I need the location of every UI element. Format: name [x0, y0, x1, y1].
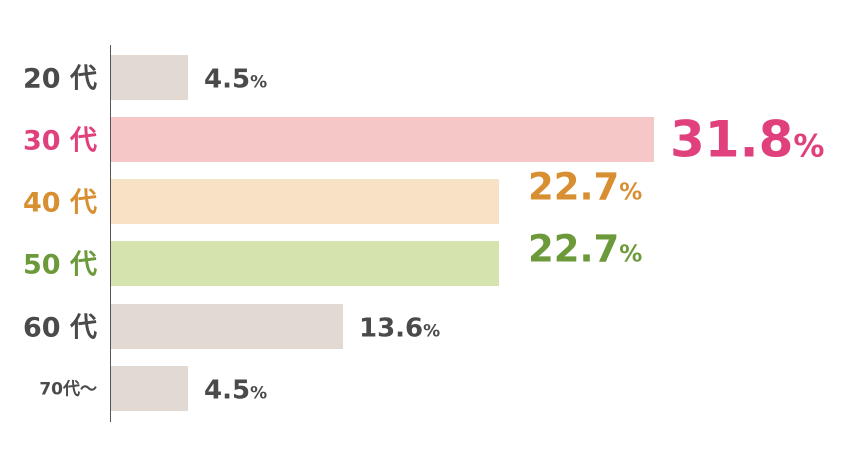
bar-0 — [111, 55, 188, 100]
category-label-2: 40 代 — [23, 188, 97, 219]
value-number-2: 22.7 — [528, 166, 619, 209]
bar-5 — [111, 366, 188, 411]
value-label-4: 13.6% — [359, 314, 440, 344]
category-label-3: 50 代 — [23, 250, 97, 281]
value-label-2: 22.7% — [528, 166, 642, 209]
value-unit-1: % — [793, 129, 824, 165]
value-label-1: 31.8% — [670, 111, 824, 169]
bar-2 — [111, 179, 499, 224]
value-label-0: 4.5% — [204, 65, 267, 95]
bar-3 — [111, 241, 499, 286]
bar-4 — [111, 304, 343, 349]
category-label-0: 20 代 — [23, 64, 97, 95]
category-label-1: 30 代 — [23, 126, 97, 157]
value-number-1: 31.8 — [670, 111, 793, 169]
value-number-0: 4.5 — [204, 65, 250, 95]
value-label-3: 22.7% — [528, 228, 642, 271]
value-unit-5: % — [250, 384, 267, 404]
value-unit-0: % — [250, 73, 267, 93]
value-label-5: 4.5% — [204, 376, 267, 406]
value-number-3: 22.7 — [528, 228, 619, 271]
value-unit-2: % — [619, 180, 642, 206]
value-unit-3: % — [619, 242, 642, 268]
category-label-4: 60 代 — [23, 313, 97, 344]
category-label-5: 70代～ — [39, 379, 97, 400]
value-unit-4: % — [423, 322, 440, 342]
value-number-4: 13.6 — [359, 314, 423, 344]
value-number-5: 4.5 — [204, 376, 250, 406]
bar-1 — [111, 117, 654, 162]
